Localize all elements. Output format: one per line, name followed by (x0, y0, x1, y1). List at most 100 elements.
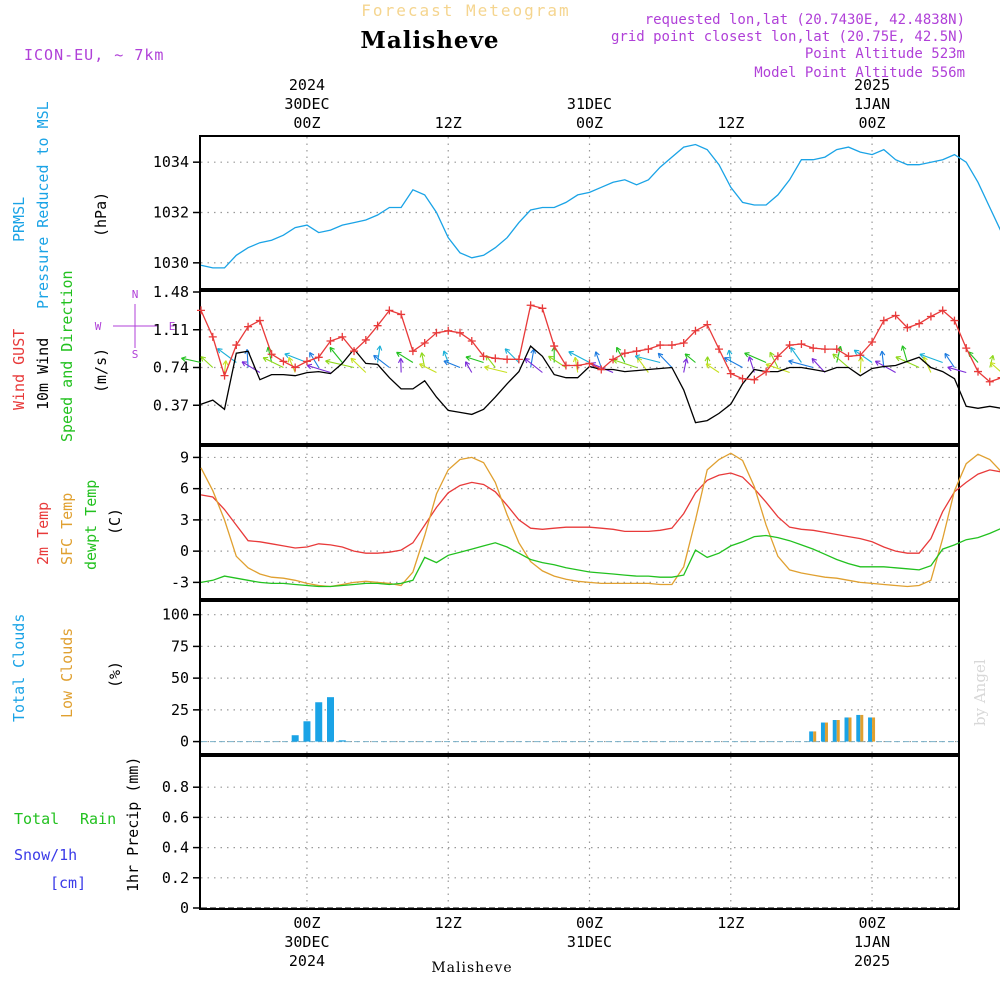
wind-arrow-head (594, 351, 600, 357)
y-tick-label: 0.2 (162, 869, 189, 887)
data-series (181, 143, 1000, 909)
series-line-10m-wind (200, 345, 1000, 424)
compass-s: S (132, 348, 139, 361)
wind-arrow-head (704, 356, 711, 362)
wind-direction-arrow (530, 348, 535, 368)
time-label: 31DEC (567, 933, 612, 951)
wind-gust-label: Wind GUST (10, 329, 28, 410)
wind-arrow-head (572, 356, 579, 363)
gust-point (891, 311, 900, 320)
temp-2m-label: 2m Temp (34, 502, 52, 565)
time-label: 2024 (289, 76, 325, 94)
wind-arrow-head (634, 354, 641, 360)
time-label: 1JAN (854, 95, 890, 113)
compass-e: E (169, 320, 176, 333)
gust-point (832, 345, 841, 354)
wind-arrow-head (684, 353, 691, 359)
wind-arrow-head (373, 354, 379, 361)
gust-point (926, 312, 935, 321)
wind-arrow-head (657, 352, 664, 359)
y-tick-label: 9 (180, 448, 189, 466)
time-label: 30DEC (284, 933, 329, 951)
wind-direction-arrow (181, 357, 202, 364)
wind-arrow-head (504, 348, 511, 354)
gust-point (691, 326, 700, 335)
wind-direction-arrow (989, 355, 994, 368)
wind-direction-arrow (635, 355, 661, 364)
y-tick-label: 0.4 (162, 839, 189, 857)
wind-speed-dir-label: Speed and Direction (58, 270, 76, 442)
wind-arrow-head (682, 358, 689, 364)
wind-direction-arrow (465, 361, 473, 373)
wind-direction-arrow (590, 362, 614, 374)
prmsl-label: PRMSL (10, 197, 28, 242)
y-tick-label: 50 (171, 669, 189, 687)
y-tick-label: 25 (171, 701, 189, 719)
wind-direction-arrow (329, 347, 343, 363)
gust-point (302, 357, 311, 366)
gust-point (514, 355, 523, 364)
wind-direction-arrow (309, 352, 320, 368)
wind-arrow-head (397, 358, 404, 364)
temp-unit-label: (C) (106, 508, 124, 535)
compass-n: N (132, 288, 139, 301)
wind-arrow-head (853, 349, 860, 355)
time-label: 30DEC (284, 95, 329, 113)
wind-arrow-head (200, 356, 207, 362)
gust-point (538, 304, 547, 313)
y-tick-label: 0.37 (153, 396, 189, 414)
wind-arrow-head (879, 350, 886, 356)
gust-point (656, 341, 665, 350)
precip-axis-label: 1hr Precip (mm) (124, 757, 142, 892)
wind-direction-arrow (832, 353, 849, 368)
precip-cm-label: [cm] (50, 874, 86, 892)
wind-arrow-head (262, 356, 269, 363)
time-label: 00Z (859, 114, 886, 132)
wind-direction-arrow (421, 352, 426, 368)
wind-arrow-head (350, 357, 356, 364)
gridpoint-lonlat: grid point closest lon,lat (20.75E, 42.5… (611, 29, 965, 45)
y-tick-label: 0.74 (153, 359, 189, 377)
gust-point (585, 359, 594, 368)
total-cloud-bar (327, 697, 335, 742)
gust-point (573, 361, 582, 370)
wind-arrow-head (419, 363, 425, 369)
gust-point (738, 374, 747, 383)
precip-panel-frame (199, 755, 960, 910)
wind-direction-arrow (853, 349, 873, 363)
gust-point (232, 341, 241, 350)
wind-arrow-head (947, 365, 953, 372)
gust-point (432, 328, 441, 337)
wind-direction-arrow (524, 358, 543, 373)
gust-point (408, 347, 417, 356)
series-line-prmsl (200, 143, 1000, 269)
y-tick-label: 0 (180, 542, 189, 560)
gust-point (962, 344, 971, 353)
wind-direction-arrow (465, 356, 484, 364)
gust-point (361, 335, 370, 344)
credit-watermark: by Angel (971, 659, 989, 726)
gust-point (785, 341, 794, 350)
wind-direction-arrow (769, 351, 779, 368)
gust-point (326, 336, 335, 345)
wind-direction-arrow (989, 362, 1000, 372)
cloud-unit-label: (%) (106, 661, 124, 688)
temp-sfc-label: SFC Temp (58, 493, 76, 565)
gust-point (632, 347, 641, 356)
wind-direction-arrow (217, 348, 237, 363)
wind-arrow-head (287, 357, 294, 363)
wind-direction-arrow (306, 364, 331, 374)
precip-total-label: Total (14, 810, 59, 828)
gust-point (479, 352, 488, 361)
gust-point (385, 306, 394, 315)
precip-snow-label: Snow/1h (14, 846, 77, 864)
grid-lines (201, 137, 958, 908)
wind-direction-arrow (223, 360, 227, 373)
wind-arrow-head (396, 351, 402, 357)
gust-point (762, 367, 771, 376)
gust-point (561, 361, 570, 370)
gust-point (609, 355, 618, 364)
point-altitude: Point Altitude 523m (805, 46, 965, 62)
low-cloud-bar (824, 722, 828, 742)
